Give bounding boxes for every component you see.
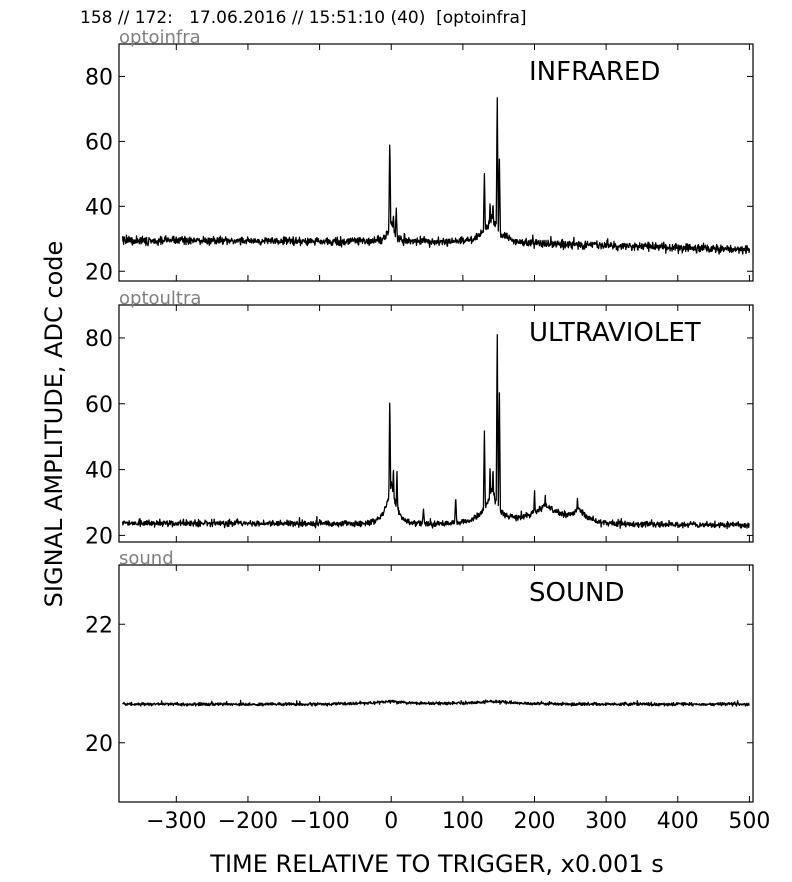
channel-label: optoinfra <box>119 27 201 48</box>
x-tick-label: −300 <box>146 809 206 834</box>
y-tick-label: 20 <box>85 732 113 757</box>
x-tick-label: 200 <box>514 809 556 834</box>
y-axis-label: SIGNAL AMPLITUDE, ADC code <box>40 241 68 608</box>
y-tick-label: 40 <box>85 195 113 220</box>
y-tick-label: 40 <box>85 459 113 484</box>
figure-header: 158 // 172: 17.06.2016 // 15:51:10 (40) … <box>80 8 527 28</box>
plot-frame <box>118 43 754 282</box>
panel-optoinfra: optoinfra INFRARED 20 40 60 80 <box>85 27 754 285</box>
signal-trace <box>121 97 751 255</box>
signal-trace <box>122 699 750 707</box>
panel-optoultra: optoultra ULTRAVIOLET 20 40 60 80 <box>85 288 754 549</box>
panel-title: SOUND <box>529 578 624 608</box>
channel-label: sound <box>119 548 174 569</box>
x-tick-label: 500 <box>728 809 770 834</box>
panels: optoinfra INFRARED 20 40 60 80 optoultra ULTRAV… <box>85 27 770 834</box>
x-tick-label: 300 <box>585 809 627 834</box>
panel-title: INFRARED <box>529 57 660 87</box>
plot-frame <box>118 304 754 543</box>
y-tick-label: 60 <box>85 130 113 155</box>
x-tick-label: −100 <box>289 809 349 834</box>
channel-label: optoultra <box>119 288 201 309</box>
panel-title: ULTRAVIOLET <box>529 318 701 348</box>
y-tick-label: 22 <box>85 613 113 638</box>
x-tick-label: 0 <box>384 809 398 834</box>
panel-sound: sound SOUND 20 22 −300 −200 −100 0 100 200 300 400 5… <box>85 548 770 834</box>
y-tick-label: 80 <box>85 65 113 90</box>
x-tick-label: −200 <box>218 809 278 834</box>
signal-trace <box>121 334 750 530</box>
y-tick-label: 60 <box>85 393 113 418</box>
y-tick-label: 20 <box>85 260 113 285</box>
x-tick-label: 400 <box>657 809 699 834</box>
x-axis-label: TIME RELATIVE TO TRIGGER, x0.001 s <box>209 850 663 878</box>
plot-frame <box>118 564 754 803</box>
y-tick-label: 20 <box>85 524 113 549</box>
y-tick-label: 80 <box>85 327 113 352</box>
x-tick-label: 100 <box>442 809 484 834</box>
